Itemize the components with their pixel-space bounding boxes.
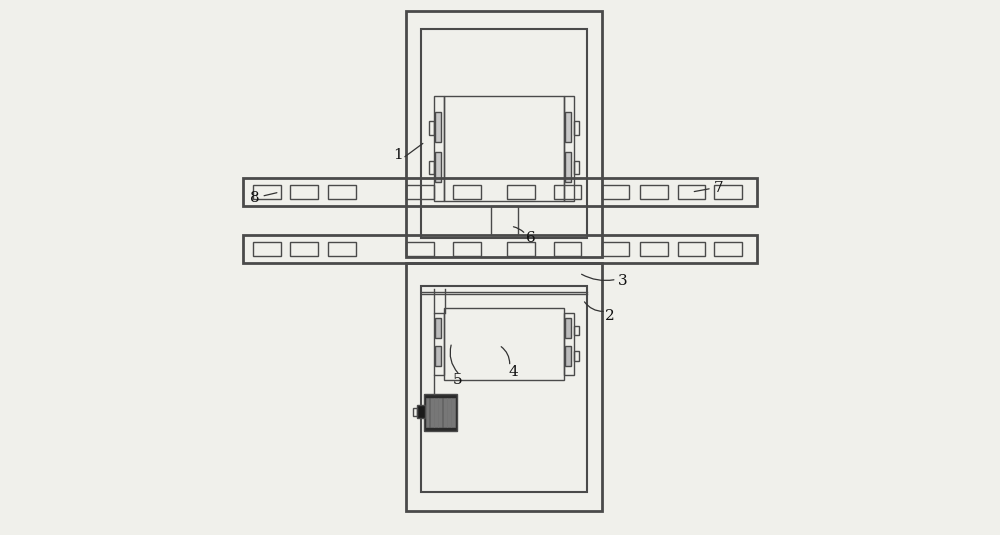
Bar: [406, 263, 602, 511]
Bar: [406, 11, 602, 257]
Bar: [574, 326, 579, 335]
Bar: [714, 185, 742, 199]
Bar: [421, 29, 587, 238]
Bar: [290, 185, 318, 199]
Bar: [435, 112, 441, 142]
Bar: [574, 351, 579, 361]
Bar: [424, 394, 457, 431]
Text: 8: 8: [250, 191, 260, 205]
Bar: [453, 242, 481, 256]
Text: 1: 1: [393, 148, 403, 162]
Bar: [564, 96, 574, 201]
Bar: [678, 242, 705, 256]
Bar: [290, 242, 318, 256]
Bar: [574, 160, 579, 174]
Bar: [421, 286, 587, 492]
Text: 3: 3: [618, 274, 628, 288]
Bar: [507, 242, 535, 256]
Bar: [417, 405, 425, 418]
Bar: [429, 121, 434, 135]
Bar: [602, 185, 629, 199]
Bar: [453, 185, 481, 199]
Bar: [328, 185, 356, 199]
Bar: [435, 318, 441, 338]
Bar: [678, 185, 705, 199]
Bar: [602, 242, 629, 256]
Bar: [565, 318, 571, 338]
Text: 2: 2: [605, 309, 615, 323]
Bar: [443, 398, 446, 427]
Bar: [640, 242, 668, 256]
Bar: [434, 398, 438, 427]
Bar: [434, 313, 444, 374]
Bar: [328, 242, 356, 256]
Bar: [435, 152, 441, 182]
Bar: [438, 398, 442, 427]
Bar: [565, 112, 571, 142]
Bar: [554, 242, 581, 256]
Bar: [565, 346, 571, 366]
Bar: [434, 96, 444, 201]
Bar: [430, 398, 434, 427]
Bar: [406, 185, 434, 199]
Text: 6: 6: [526, 231, 536, 245]
Bar: [640, 185, 668, 199]
Bar: [429, 160, 434, 174]
Bar: [406, 242, 434, 256]
Bar: [554, 185, 581, 199]
Text: 4: 4: [509, 365, 518, 379]
Bar: [574, 121, 579, 135]
Bar: [435, 346, 441, 366]
Bar: [243, 235, 757, 263]
Bar: [565, 152, 571, 182]
Bar: [451, 398, 455, 427]
Bar: [507, 185, 535, 199]
Bar: [253, 242, 281, 256]
Text: 7: 7: [713, 181, 723, 195]
Bar: [491, 206, 518, 235]
Bar: [714, 242, 742, 256]
Bar: [426, 398, 429, 427]
Bar: [243, 178, 757, 206]
Bar: [444, 308, 564, 380]
Bar: [444, 96, 564, 201]
Bar: [447, 398, 451, 427]
Bar: [413, 408, 417, 416]
Text: 5: 5: [452, 373, 462, 387]
Bar: [564, 313, 574, 374]
Bar: [253, 185, 281, 199]
